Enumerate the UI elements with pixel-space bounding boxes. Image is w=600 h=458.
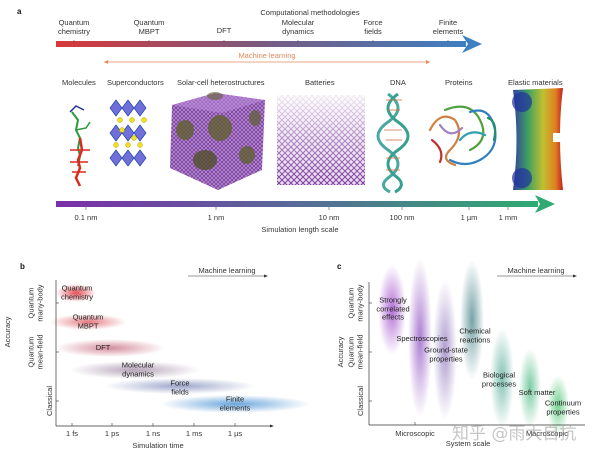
b-ml-arrow-head <box>264 274 268 278</box>
watermark: 知乎 @雨大自抗 <box>452 424 577 444</box>
system-batteries: Batteries <box>305 78 335 87</box>
blob-biological-processes <box>490 328 514 428</box>
system-superconductors: Superconductors <box>107 78 164 87</box>
scale-tick-0: 0.1 nm <box>74 213 98 222</box>
b-y-group-classical: Classical <box>44 386 54 417</box>
length-scale-arrow-head <box>535 195 555 213</box>
method-molecular-dynamics: Molecular dynamics <box>281 18 315 36</box>
c-label-soft-matter: Soft matter <box>518 387 556 397</box>
solar-cell-image <box>170 92 265 190</box>
protein-image <box>428 105 497 167</box>
methodology-ticks <box>73 40 449 43</box>
b-x-tick-2: 1 ns <box>145 429 161 438</box>
panel-b-letter: b <box>20 262 25 271</box>
c-y-group-classical: Classical <box>355 386 365 417</box>
blob-molecular-dynamics <box>70 361 200 379</box>
blob-quantum-chemistry <box>56 284 96 302</box>
blob-strongly-correlated <box>378 265 406 355</box>
method-finite-elements: Finite elements <box>432 18 464 36</box>
length-scale-arrow-bar <box>56 201 538 207</box>
battery-image <box>277 95 365 185</box>
method-quantum-chemistry: Quantum chemistry <box>57 18 91 36</box>
blob-chemical-reactions <box>460 260 484 380</box>
panel-c-letter: c <box>337 262 342 271</box>
scale-tick-1: 1 nm <box>207 213 225 222</box>
blob-ground-state <box>433 280 457 420</box>
c-y-title: Accuracy <box>335 336 345 368</box>
b-x-tick-0: 1 fs <box>65 429 79 438</box>
c-label-ground-state: Ground-state properties <box>424 345 468 363</box>
system-molecules: Molecules <box>62 78 96 87</box>
ml-range-right-head <box>426 60 430 64</box>
method-quantum-mbpt: Quantum MBPT <box>133 18 165 36</box>
blob-dft <box>55 339 165 357</box>
b-label-quantum-chemistry: Quantum chemistry <box>60 283 94 301</box>
scale-tick-2: 10 nm <box>318 213 340 222</box>
molecule-image <box>69 105 91 187</box>
b-x-tick-4: 1 µs <box>227 429 243 438</box>
blob-finite-elements <box>160 395 310 413</box>
elastic-material-image <box>512 88 563 190</box>
c-label-continuum-properties: Continuum properties <box>544 398 582 416</box>
scale-tick-4: 1 µm <box>460 213 478 222</box>
c-ml-arrow-head <box>573 274 577 278</box>
system-elastic-materials: Elastic materials <box>508 78 563 87</box>
methodology-arrow-bar <box>56 41 466 47</box>
scale-tick-3: 100 nm <box>389 213 415 222</box>
blob-continuum <box>547 375 569 435</box>
c-x-title: System scale <box>445 439 491 448</box>
blob-force-fields <box>105 378 255 394</box>
b-x-tick-3: 1 ms <box>185 429 203 438</box>
panel-b-chart <box>50 274 310 428</box>
methodologies-title: Computational methodologies <box>260 8 360 17</box>
c-label-chemical-reactions: Chemical reactions <box>459 326 491 344</box>
b-label-molecular-dynamics: Molecular dynamics <box>121 360 155 378</box>
b-y-title: Accuracy <box>2 316 12 348</box>
system-proteins: Proteins <box>445 78 473 87</box>
b-label-quantum-mbpt: Quantum MBPT <box>72 312 104 330</box>
methodology-arrow-head <box>462 35 482 53</box>
method-force-fields: Force fields <box>363 18 383 36</box>
b-label-dft: DFT <box>95 342 111 352</box>
b-x-title: Simulation time <box>132 441 184 450</box>
blob-soft-matter <box>519 348 541 428</box>
panel-a-letter: a <box>17 7 22 16</box>
method-dft: DFT <box>216 26 232 35</box>
b-ml-label: Machine learning <box>198 266 256 275</box>
scale-tick-5: 1 mm <box>498 213 518 222</box>
blob-quantum-mbpt <box>50 314 126 330</box>
length-scale-ticks <box>85 207 509 210</box>
system-solar-cell: Solar-cell heterostructures <box>177 78 265 87</box>
c-ml-label: Machine learning <box>507 266 565 275</box>
length-scale-title: Simulation length scale <box>261 225 339 234</box>
c-x-tick-microscopic: Microscopic <box>395 429 435 438</box>
b-label-force-fields: Force fields <box>170 378 190 396</box>
c-x-tick-macroscopic: Macroscopic <box>525 429 569 438</box>
b-y-group-mean-field: Quantum mean-field <box>26 334 45 370</box>
b-x-tick-1: 1 ps <box>104 429 120 438</box>
c-label-spectroscopies: Spectroscopies <box>396 333 448 343</box>
ml-range-label: Machine learning <box>238 51 296 60</box>
system-dna: DNA <box>390 78 406 87</box>
ml-range-left-head <box>104 60 108 64</box>
dna-image <box>376 92 410 194</box>
c-label-strongly-correlated: Strongly correlated effects <box>376 295 410 322</box>
b-label-finite-elements: Finite elements <box>219 394 251 412</box>
superconductor-image <box>109 99 147 167</box>
c-label-biological-processes: Biological processes <box>481 370 517 388</box>
panel-c-chart <box>368 258 585 435</box>
blob-spectroscopies <box>408 258 432 418</box>
